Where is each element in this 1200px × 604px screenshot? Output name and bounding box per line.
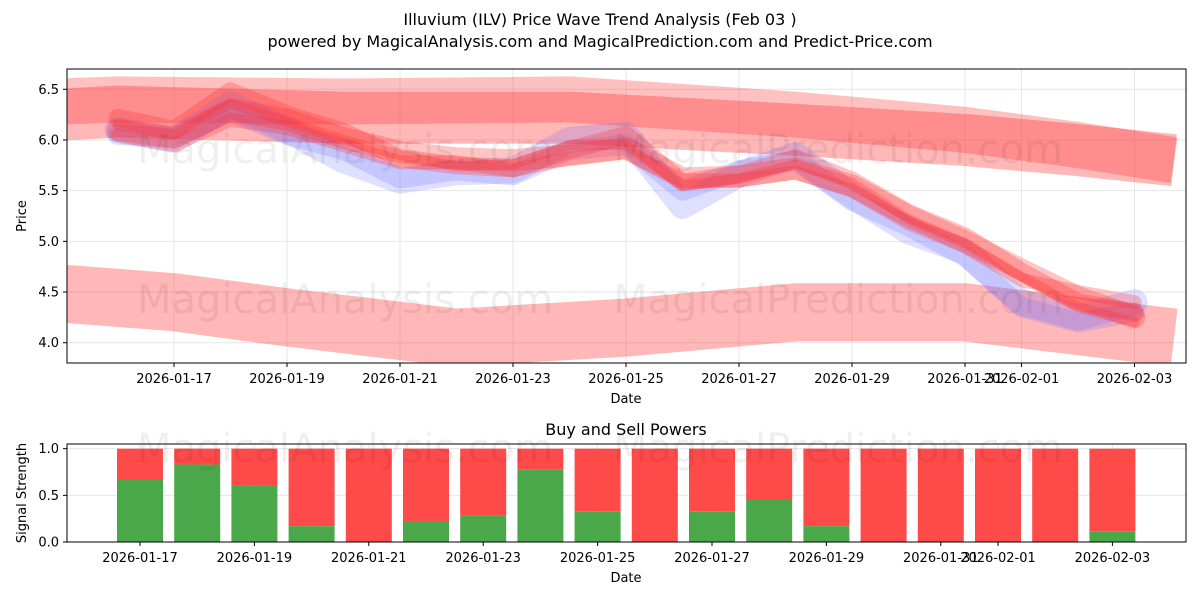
price-x-tick-label: 2026-01-27 xyxy=(701,372,777,387)
price-x-tick-label: 2026-02-01 xyxy=(984,372,1060,387)
sell-power-bar xyxy=(117,448,163,480)
price-y-axis-label: Price xyxy=(15,200,30,232)
signal-y-tick-label: 0.0 xyxy=(38,536,59,551)
sell-power-bar xyxy=(975,448,1021,542)
sell-power-bar xyxy=(288,448,335,527)
price-x-tick-label: 2026-01-19 xyxy=(249,372,325,387)
price-trend-band xyxy=(67,85,1177,187)
price-y-tick-label: 4.5 xyxy=(38,286,59,301)
signal-x-tick-label: 2026-01-21 xyxy=(331,551,407,566)
watermark-analysis-bottom: MagicalAnalysis.com xyxy=(137,426,553,472)
watermark-analysis-top: MagicalAnalysis.com xyxy=(137,127,553,173)
buy-power-bar xyxy=(460,515,507,542)
price-y-tick-label: 4.0 xyxy=(38,336,59,351)
signal-x-axis-label: Date xyxy=(610,571,641,586)
price-x-tick-label: 2026-01-31 xyxy=(927,372,1003,387)
price-wave-lines xyxy=(104,82,1148,333)
price-grid xyxy=(67,69,1186,363)
price-x-tick-label: 2026-02-03 xyxy=(1097,372,1173,387)
price-x-axis: 2026-01-17 2026-01-19 2026-01-21 2026-01-23… xyxy=(136,363,1172,387)
signal-x-tick-label: 2026-01-17 xyxy=(102,551,178,566)
signal-bars xyxy=(117,448,1136,542)
buy-power-bar xyxy=(117,479,163,542)
signal-x-tick-label: 2026-01-19 xyxy=(217,551,293,566)
sell-power-bar xyxy=(231,448,278,486)
price-wave-blue xyxy=(107,101,1145,333)
sell-power-bar xyxy=(403,448,449,522)
price-trend-band xyxy=(67,264,1178,363)
price-trend-bands xyxy=(67,76,1178,363)
price-x-tick-label: 2026-01-25 xyxy=(588,372,664,387)
sell-power-bar xyxy=(460,448,507,516)
chart-title: Illuvium (ILV) Price Wave Trend Analysis… xyxy=(403,10,796,29)
buy-power-bar xyxy=(574,511,621,542)
signal-x-tick-label: 2026-01-25 xyxy=(560,551,636,566)
price-x-tick-label: 2026-01-23 xyxy=(475,372,551,387)
signal-y-axis-label: Signal Strength xyxy=(15,443,30,543)
buy-power-bar xyxy=(803,526,850,542)
price-wave-red xyxy=(110,112,1142,310)
signal-x-tick-label: 2026-02-03 xyxy=(1075,551,1151,566)
signal-plot-frame xyxy=(66,443,1187,543)
sell-power-bar xyxy=(746,448,793,500)
signal-x-tick-label: 2026-01-31 xyxy=(903,551,979,566)
price-y-tick-label: 6.0 xyxy=(38,133,59,148)
watermark-prediction-bottom: MagicalPrediction.com xyxy=(613,426,1063,472)
sell-power-bar xyxy=(917,448,964,542)
buy-power-bar xyxy=(231,485,278,542)
sell-power-bar xyxy=(345,448,392,542)
signal-x-tick-label: 2026-01-29 xyxy=(789,551,865,566)
signal-panel: Buy and Sell Powers MagicalAnalysis.com … xyxy=(15,420,1187,586)
buy-power-bar xyxy=(689,511,735,542)
price-wave-red xyxy=(112,98,1140,328)
signal-x-axis: 2026-01-17 2026-01-19 2026-01-21 2026-01-23… xyxy=(102,542,1150,566)
price-wave-red xyxy=(108,82,1144,322)
signal-x-tick-label: 2026-01-27 xyxy=(674,551,750,566)
sell-power-bar xyxy=(574,448,621,512)
signal-x-tick-label: 2026-01-23 xyxy=(445,551,521,566)
price-y-tick-label: 5.0 xyxy=(38,235,59,250)
sell-power-bar xyxy=(517,448,564,470)
watermark-prediction-top: MagicalPrediction.com xyxy=(613,127,1063,173)
buy-power-bar xyxy=(517,469,564,542)
buy-power-bar xyxy=(288,526,335,542)
signal-y-tick-label: 0.5 xyxy=(38,489,59,504)
watermark-analysis-mid: MagicalAnalysis.com xyxy=(137,277,553,323)
price-trend-band xyxy=(67,76,1178,183)
sell-power-bar xyxy=(803,448,850,527)
buy-power-bar xyxy=(403,521,449,542)
price-x-tick-label: 2026-01-21 xyxy=(362,372,438,387)
watermark-prediction-mid: MagicalPrediction.com xyxy=(613,277,1063,323)
signal-y-axis: 0.0 0.5 1.0 xyxy=(38,442,67,551)
sell-power-bar xyxy=(860,448,907,542)
chart-subtitle: powered by MagicalAnalysis.com and Magic… xyxy=(267,32,932,51)
signal-panel-title: Buy and Sell Powers xyxy=(545,420,707,439)
price-y-tick-label: 5.5 xyxy=(38,184,59,199)
sell-power-bar xyxy=(631,448,678,542)
sell-power-bar xyxy=(174,448,221,465)
signal-x-tick-label: 2026-02-01 xyxy=(960,551,1036,566)
buy-power-bar xyxy=(1089,531,1136,542)
price-y-axis: 4.0 4.5 5.0 5.5 6.0 6.5 xyxy=(38,83,67,351)
price-y-tick-label: 6.5 xyxy=(38,83,59,98)
price-panel: MagicalAnalysis.com MagicalPrediction.co… xyxy=(15,68,1187,407)
sell-power-bar xyxy=(689,448,735,512)
buy-power-bar xyxy=(746,500,793,542)
price-wave-red xyxy=(106,98,1146,329)
sell-power-bar xyxy=(1032,448,1079,542)
price-x-axis-label: Date xyxy=(610,392,641,407)
buy-power-bar xyxy=(174,464,221,542)
price-x-tick-label: 2026-01-17 xyxy=(136,372,212,387)
price-x-tick-label: 2026-01-29 xyxy=(814,372,890,387)
price-wave-blue xyxy=(104,91,1148,331)
sell-power-bar xyxy=(1089,448,1136,532)
signal-y-tick-label: 1.0 xyxy=(38,442,59,457)
